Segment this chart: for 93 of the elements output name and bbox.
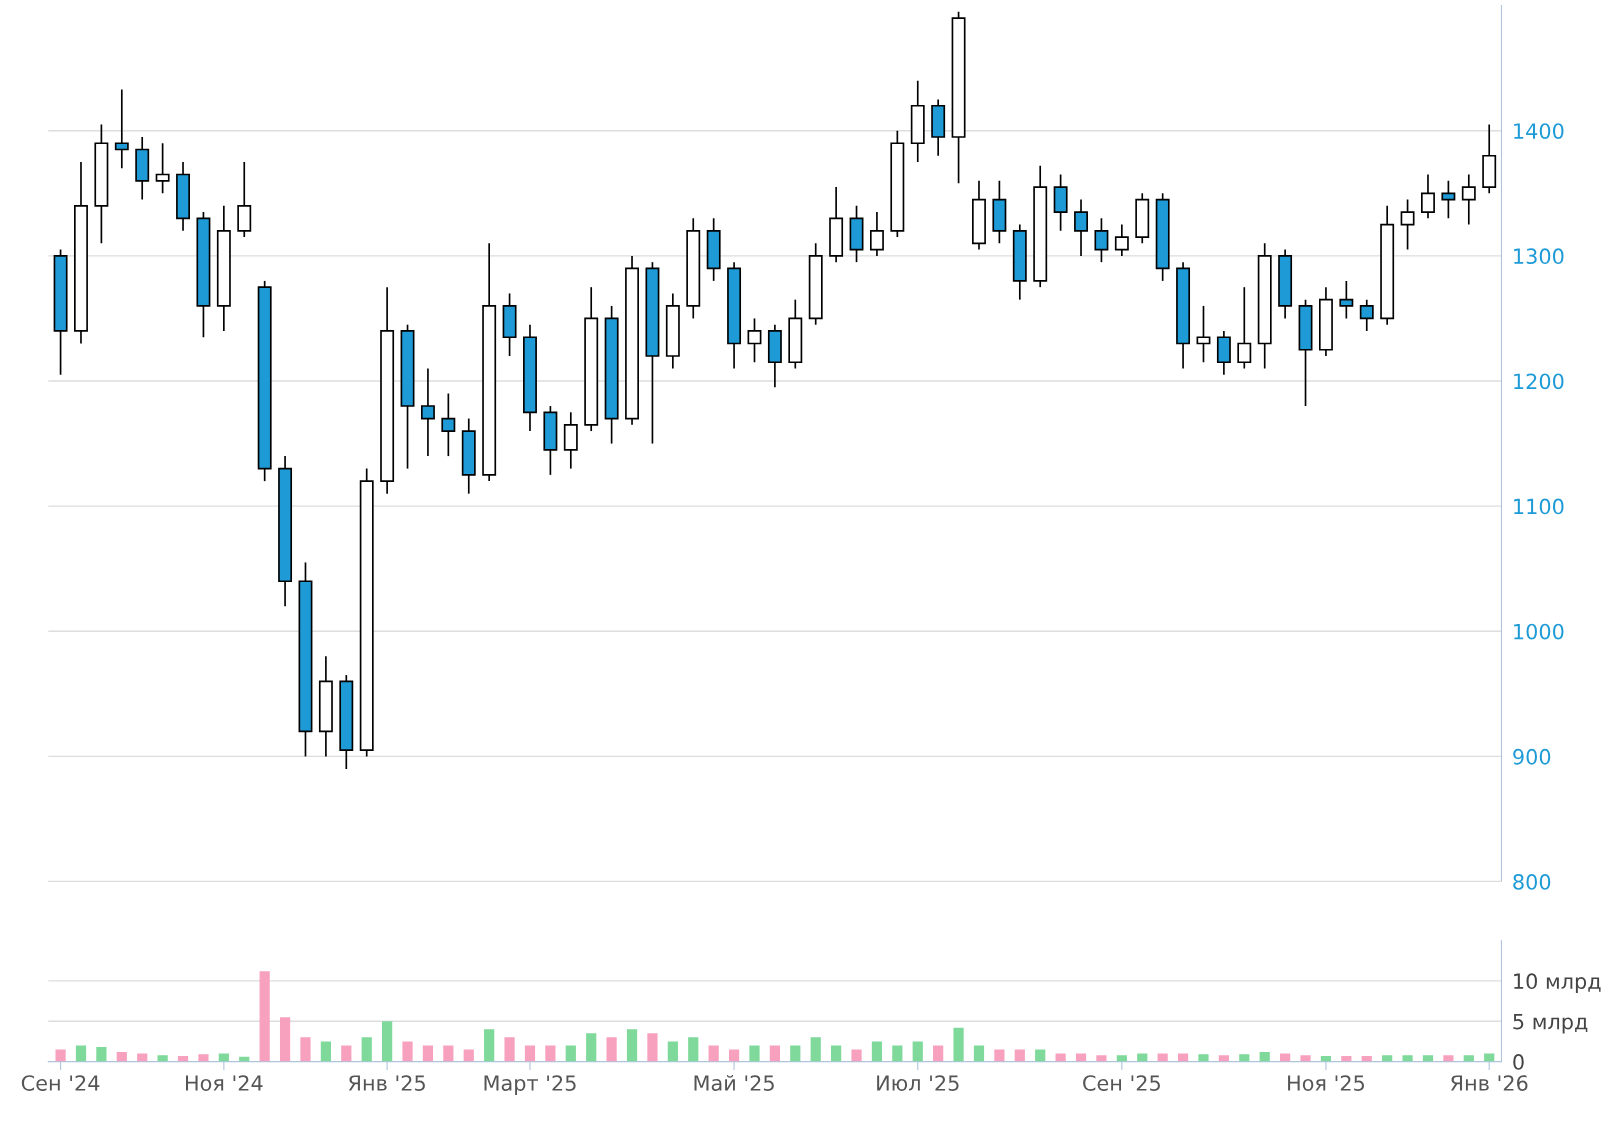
y-tick-label: 1300 — [1514, 248, 1564, 265]
bar — [382, 1021, 393, 1062]
bar — [912, 1041, 923, 1062]
bar — [831, 1045, 842, 1062]
bar — [422, 1045, 434, 1062]
bar — [55, 1049, 66, 1062]
bar — [565, 1045, 576, 1062]
y-tick-label: 1100 — [1514, 498, 1564, 515]
y-tick-label: 0 — [1513, 1054, 1524, 1070]
candlestick — [1421, 173, 1435, 220]
bar — [606, 1037, 617, 1062]
candlestick — [1114, 223, 1129, 257]
bar — [443, 1045, 454, 1062]
bar — [1382, 1055, 1393, 1062]
y-tick-label: 800 — [1513, 874, 1551, 890]
bar — [1239, 1054, 1250, 1062]
bar — [1463, 1055, 1474, 1062]
x-tick-label: Янв '26 — [1450, 1075, 1528, 1091]
bar — [1422, 1055, 1434, 1062]
x-tick-label: Май '25 — [694, 1074, 774, 1091]
bar — [1443, 1055, 1454, 1062]
candlestick — [1359, 298, 1374, 332]
bar — [484, 1029, 495, 1062]
x-tick-label: Март '25 — [484, 1075, 576, 1095]
bar — [157, 1055, 168, 1062]
bar — [1198, 1054, 1209, 1062]
bar — [953, 1027, 964, 1062]
y-tick-label: 5 млрд — [1513, 1013, 1588, 1034]
bar — [259, 971, 270, 1062]
bar — [647, 1033, 658, 1062]
y-tick-label: 1400 — [1514, 123, 1564, 139]
bar — [769, 1045, 780, 1062]
bar — [1014, 1049, 1025, 1062]
bar — [749, 1045, 760, 1062]
bar — [994, 1049, 1005, 1062]
bar — [96, 1047, 107, 1062]
bar — [1116, 1055, 1127, 1062]
y-tick-label: 10 млрд — [1514, 973, 1601, 994]
bar — [361, 1037, 372, 1062]
bar — [1402, 1055, 1413, 1062]
bar — [1218, 1055, 1229, 1062]
bar — [973, 1045, 985, 1062]
candlestick — [747, 317, 762, 364]
bar — [933, 1045, 944, 1062]
y-tick-label: 1000 — [1514, 623, 1564, 640]
bar — [871, 1041, 883, 1062]
candlestick — [155, 142, 170, 195]
bar — [198, 1054, 209, 1062]
x-tick-label: Ноя '24 — [185, 1075, 263, 1091]
bar — [688, 1037, 699, 1062]
bar — [463, 1049, 474, 1062]
bar — [75, 1045, 87, 1062]
bar — [667, 1041, 678, 1062]
bar — [504, 1037, 515, 1062]
bar — [524, 1045, 536, 1062]
y-tick-label: 1200 — [1514, 373, 1564, 390]
bar — [320, 1041, 331, 1062]
x-tick-label: Сен '25 — [1083, 1075, 1160, 1091]
candlestick — [1461, 173, 1476, 226]
bar — [728, 1049, 740, 1062]
bar — [708, 1045, 719, 1062]
bar — [586, 1033, 597, 1062]
bar — [1259, 1051, 1270, 1062]
bar — [545, 1045, 556, 1062]
candlestick — [1339, 280, 1354, 320]
candlestick — [114, 88, 129, 170]
bar — [341, 1045, 352, 1062]
candlestick — [420, 367, 435, 457]
bar — [810, 1037, 821, 1062]
candlestick — [1237, 286, 1252, 370]
bar — [279, 1017, 291, 1062]
candlestick — [1196, 305, 1211, 364]
x-tick-label: Ноя '25 — [1288, 1075, 1365, 1091]
candlestick — [1400, 198, 1415, 251]
candlestick — [869, 211, 884, 257]
bar — [892, 1045, 903, 1062]
y-tick-label: 900 — [1513, 748, 1551, 765]
candlestick — [1441, 179, 1456, 220]
candlestick — [1094, 217, 1109, 263]
bar — [300, 1037, 311, 1062]
bar — [790, 1045, 801, 1062]
x-tick-label: Июл '25 — [877, 1075, 959, 1091]
candlestick — [1074, 198, 1088, 257]
bar — [851, 1049, 862, 1062]
candlestick — [441, 392, 456, 457]
x-tick-label: Сен '24 — [21, 1075, 100, 1091]
bar — [116, 1051, 127, 1062]
bar — [1096, 1055, 1107, 1062]
bar — [1300, 1055, 1311, 1062]
x-tick-label: Янв '25 — [348, 1075, 425, 1091]
bar — [626, 1029, 638, 1062]
bar — [402, 1041, 413, 1062]
bar — [1035, 1049, 1046, 1062]
